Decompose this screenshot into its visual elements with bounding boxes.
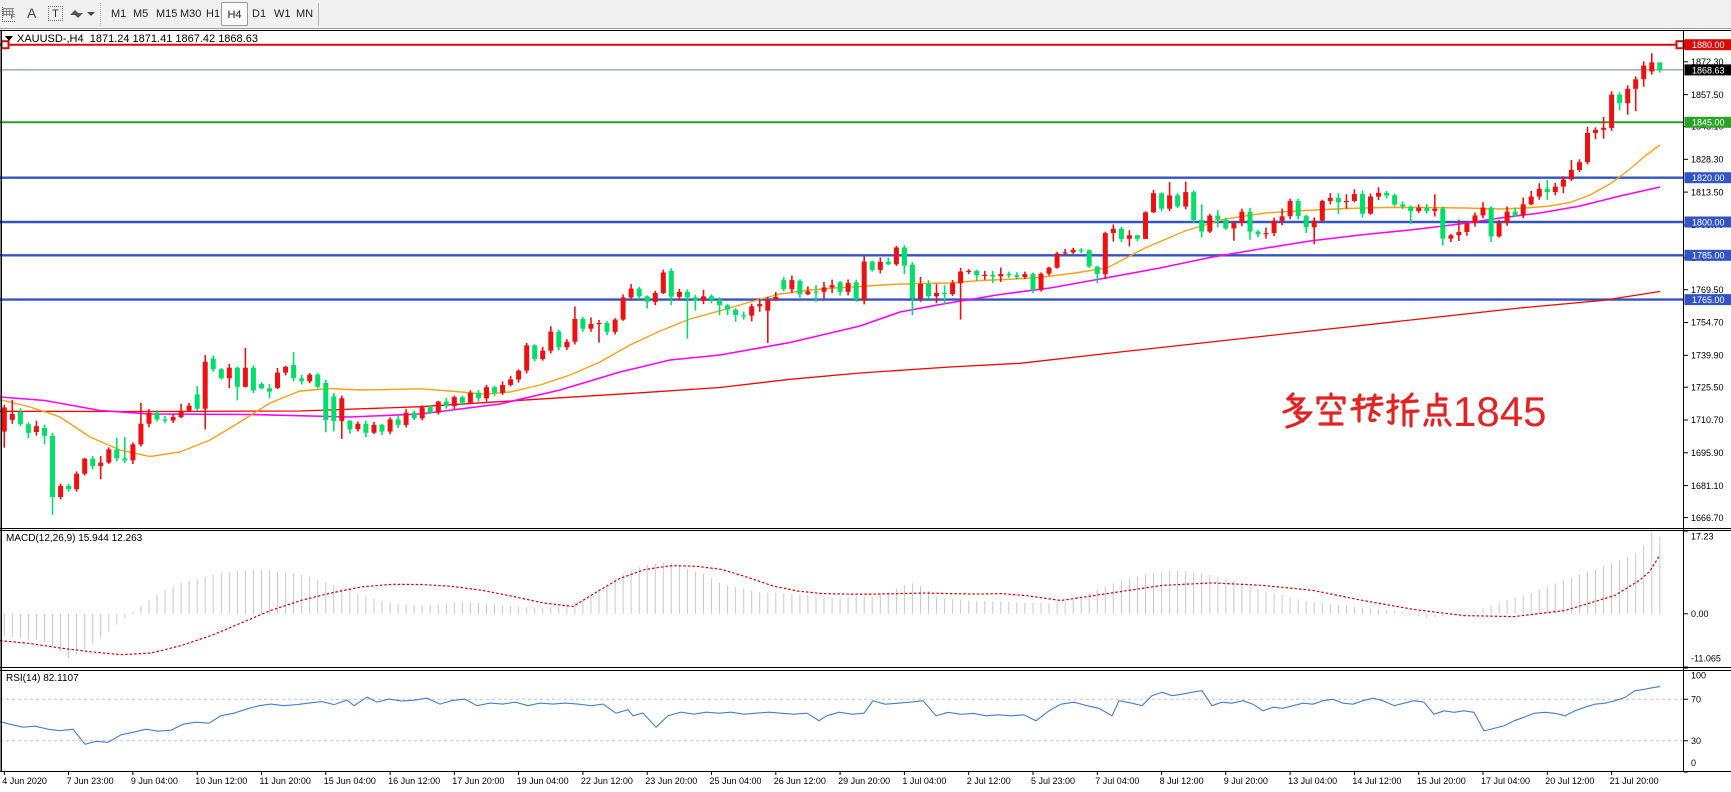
svg-text:21 Jul 20:00: 21 Jul 20:00	[1610, 776, 1659, 786]
svg-text:1739.90: 1739.90	[1691, 351, 1724, 361]
svg-text:7 Jun 23:00: 7 Jun 23:00	[67, 776, 114, 786]
svg-text:15 Jun 04:00: 15 Jun 04:00	[324, 776, 376, 786]
svg-text:9 Jul 20:00: 9 Jul 20:00	[1224, 776, 1268, 786]
svg-text:1868.63: 1868.63	[1692, 65, 1725, 75]
svg-text:1845: 1845	[1453, 388, 1546, 435]
svg-text:17.23: 17.23	[1691, 532, 1714, 542]
svg-text:0.00: 0.00	[1691, 609, 1709, 619]
svg-text:1785.00: 1785.00	[1692, 251, 1725, 261]
svg-text:11 Jun 20:00: 11 Jun 20:00	[260, 776, 311, 786]
svg-text:17 Jul 04:00: 17 Jul 04:00	[1481, 776, 1530, 786]
svg-text:13 Jul 04:00: 13 Jul 04:00	[1288, 776, 1337, 786]
svg-text:1754.70: 1754.70	[1691, 318, 1724, 328]
svg-text:1 Jul 04:00: 1 Jul 04:00	[902, 776, 946, 786]
svg-text:1800.00: 1800.00	[1692, 217, 1725, 227]
svg-text:70: 70	[1691, 694, 1701, 704]
svg-text:-11.065: -11.065	[1691, 654, 1721, 664]
svg-text:9 Jun 04:00: 9 Jun 04:00	[131, 776, 178, 786]
svg-text:16 Jun 12:00: 16 Jun 12:00	[388, 776, 440, 786]
svg-text:1857.50: 1857.50	[1691, 90, 1724, 100]
svg-text:8 Jul 12:00: 8 Jul 12:00	[1160, 776, 1204, 786]
svg-text:XAUUSD-,H4 1871.24 1871.41 18: XAUUSD-,H4 1871.24 1871.41 1867.42 1868.…	[17, 33, 258, 45]
svg-text:1828.30: 1828.30	[1691, 155, 1724, 165]
svg-text:0: 0	[1691, 758, 1696, 768]
svg-text:1765.00: 1765.00	[1692, 295, 1725, 305]
svg-text:1872.30: 1872.30	[1691, 57, 1724, 67]
svg-text:23 Jun 20:00: 23 Jun 20:00	[645, 776, 697, 786]
svg-text:1813.50: 1813.50	[1691, 187, 1724, 197]
svg-text:1725.50: 1725.50	[1691, 382, 1724, 392]
svg-text:1845.00: 1845.00	[1692, 118, 1725, 128]
svg-text:14 Jul 12:00: 14 Jul 12:00	[1352, 776, 1401, 786]
svg-text:19 Jun 04:00: 19 Jun 04:00	[517, 776, 569, 786]
svg-text:1681.10: 1681.10	[1691, 481, 1724, 491]
svg-text:1710.70: 1710.70	[1691, 415, 1724, 425]
svg-text:MACD(12,26,9) 15.944 12.263: MACD(12,26,9) 15.944 12.263	[6, 533, 143, 544]
svg-text:4 Jun 2020: 4 Jun 2020	[2, 776, 47, 786]
svg-text:26 Jun 12:00: 26 Jun 12:00	[774, 776, 826, 786]
svg-text:20 Jul 12:00: 20 Jul 12:00	[1545, 776, 1594, 786]
svg-text:25 Jun 04:00: 25 Jun 04:00	[710, 776, 762, 786]
svg-text:15 Jul 20:00: 15 Jul 20:00	[1417, 776, 1466, 786]
svg-text:17 Jun 20:00: 17 Jun 20:00	[452, 776, 504, 786]
svg-text:100: 100	[1691, 671, 1706, 681]
svg-text:7 Jul 04:00: 7 Jul 04:00	[1095, 776, 1139, 786]
svg-text:1769.50: 1769.50	[1691, 285, 1724, 295]
svg-text:1880.00: 1880.00	[1692, 40, 1725, 50]
svg-text:29 Jun 20:00: 29 Jun 20:00	[838, 776, 890, 786]
svg-text:22 Jun 12:00: 22 Jun 12:00	[581, 776, 633, 786]
svg-text:2 Jul 12:00: 2 Jul 12:00	[967, 776, 1011, 786]
svg-text:30: 30	[1691, 736, 1701, 746]
svg-text:RSI(14) 82.1107: RSI(14) 82.1107	[6, 673, 79, 684]
svg-text:1666.70: 1666.70	[1691, 513, 1724, 523]
svg-text:10 Jun 12:00: 10 Jun 12:00	[195, 776, 247, 786]
svg-text:5 Jul 23:00: 5 Jul 23:00	[1031, 776, 1075, 786]
svg-text:1820.00: 1820.00	[1692, 173, 1725, 183]
svg-text:1695.90: 1695.90	[1691, 448, 1724, 458]
